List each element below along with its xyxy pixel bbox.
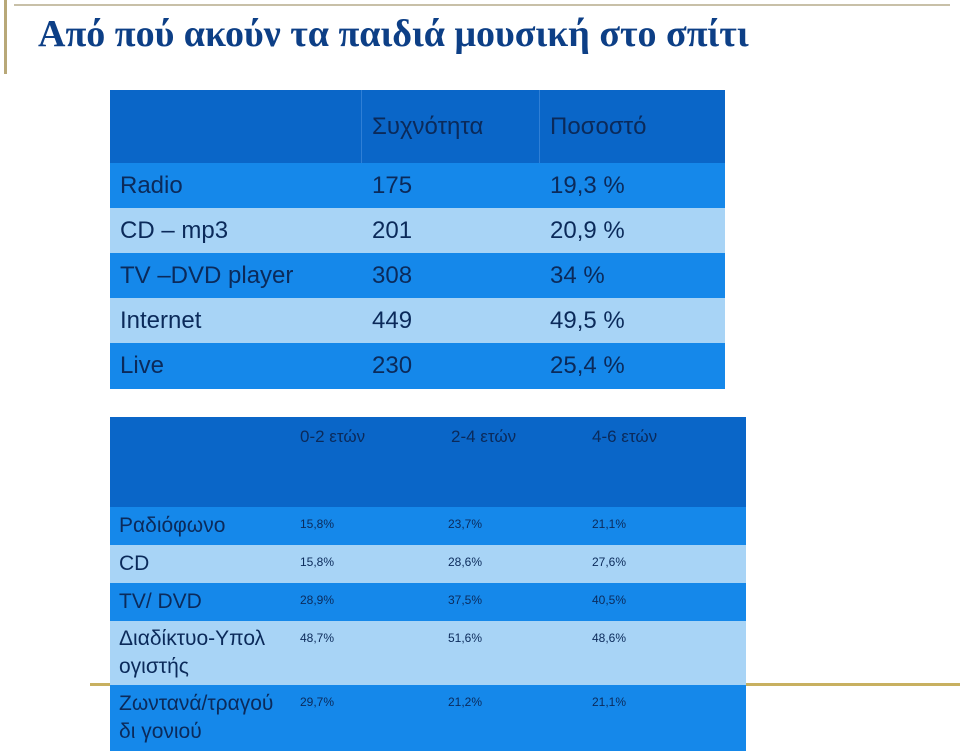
row-source: Internet <box>120 306 202 334</box>
header-cell-age-2-4: 2-4 ετών <box>451 427 517 446</box>
column-divider <box>361 90 362 163</box>
row-age-4-6: 21,1% <box>592 695 627 709</box>
table-row: Live 230 25,4 % <box>110 343 725 389</box>
row-age-2-4: 37,5% <box>448 593 483 607</box>
row-source: TV –DVD player <box>120 261 294 289</box>
table-row: CD 15,8% 28,6% 27,6% <box>110 545 746 583</box>
row-age-0-2: 28,9% <box>300 593 335 607</box>
row-source: Radio <box>120 171 183 199</box>
header-cell-source <box>110 90 361 163</box>
row-age-4-6: 48,6% <box>592 631 627 645</box>
slide-title: Από πού ακούν τα παιδιά μουσική στο σπίτ… <box>38 13 749 55</box>
row-frequency: 201 <box>372 216 413 244</box>
row-age-0-2: 15,8% <box>300 555 335 569</box>
header-cell-percent: Ποσοστό <box>550 112 647 140</box>
row-percent: 49,5 % <box>550 306 625 334</box>
row-age-2-4: 23,7% <box>448 517 483 531</box>
table-row: TV –DVD player 308 34 % <box>110 253 725 298</box>
title-accent-top <box>14 4 950 6</box>
table-header-row: Συχνότητα Ποσοστό <box>110 90 725 163</box>
row-age-0-2: 15,8% <box>300 517 335 531</box>
header-cell-age-0-2: 0-2 ετών <box>300 427 366 446</box>
row-frequency: 230 <box>372 352 413 379</box>
row-age-4-6: 40,5% <box>592 593 627 607</box>
row-source: Ζωντανά/τραγούδι γονιού <box>119 692 274 743</box>
row-percent: 19,3 % <box>550 171 625 199</box>
row-source: Ραδιόφωνο <box>119 514 226 537</box>
table-row: Ζωντανά/τραγούδι γονιού 29,7% 21,2% 21,1… <box>110 685 746 751</box>
row-percent: 20,9 % <box>550 216 625 244</box>
row-age-0-2: 29,7% <box>300 695 335 709</box>
title-bar: Από πού ακούν τα παιδιά μουσική στο σπίτ… <box>0 0 960 74</box>
table-row: Radio 175 19,3 % <box>110 163 725 208</box>
title-accent-left <box>4 0 7 74</box>
row-source: CD – mp3 <box>120 216 229 244</box>
row-source: CD <box>119 552 150 575</box>
row-age-4-6: 27,6% <box>592 555 627 569</box>
table-row: Διαδίκτυο-Υπολογιστής 48,7% 51,6% 48,6% <box>110 621 746 685</box>
row-frequency: 449 <box>372 306 413 334</box>
row-percent: 25,4 % <box>550 352 625 379</box>
row-source: Live <box>120 352 165 379</box>
column-divider <box>539 90 540 163</box>
table-row: TV/ DVD 28,9% 37,5% 40,5% <box>110 583 746 621</box>
header-cell-frequency: Συχνότητα <box>372 112 484 140</box>
row-age-4-6: 21,1% <box>592 517 627 531</box>
table-row: CD – mp3 201 20,9 % <box>110 208 725 253</box>
row-frequency: 308 <box>372 261 413 289</box>
row-age-2-4: 51,6% <box>448 631 483 645</box>
row-frequency: 175 <box>372 171 413 199</box>
row-source: Διαδίκτυο-Υπολογιστής <box>119 627 266 678</box>
row-source: TV/ DVD <box>119 590 202 613</box>
table-header-row: 0-2 ετών 2-4 ετών 4-6 ετών <box>110 417 746 507</box>
row-percent: 34 % <box>550 261 605 289</box>
table-row: Ραδιόφωνο 15,8% 23,7% 21,1% <box>110 507 746 545</box>
row-age-2-4: 21,2% <box>448 695 483 709</box>
row-age-0-2: 48,7% <box>300 631 335 645</box>
row-age-2-4: 28,6% <box>448 555 483 569</box>
header-cell-age-4-6: 4-6 ετών <box>592 427 658 446</box>
table-row: Internet 449 49,5 % <box>110 298 725 343</box>
